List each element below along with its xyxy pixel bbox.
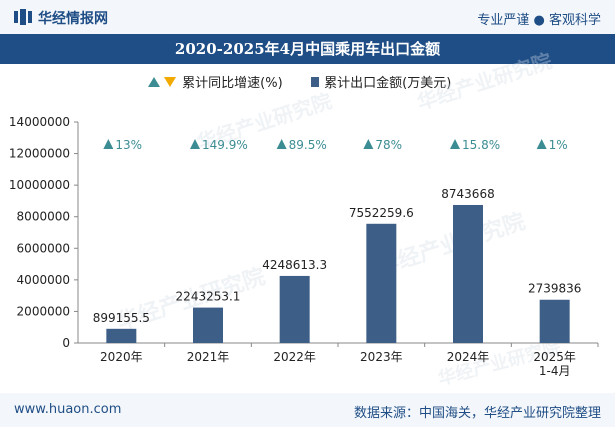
bar-value-label-1: 2243253.1 [176,290,241,304]
x-tick-label-3: 2023年 [360,350,403,364]
x-tick-label-1: 2021年 [187,350,230,364]
chart-title: 2020-2025年4月中国乘用车出口金额 [174,40,441,58]
legend-amount-label: 累计出口金额(万美元) [324,76,452,91]
legend-growth: 累计同比增速(%) [148,72,283,91]
top-bar: 华经情报网 专业严谨 ● 客观科学 [0,0,615,34]
y-tick-label: 14000000 [9,115,70,129]
y-tick-label: 10000000 [9,178,70,192]
y-tick-label: 4000000 [17,273,70,287]
growth-marker-1 [190,139,200,149]
growth-label-3: 78% [375,138,402,152]
growth-marker-3 [363,139,374,149]
bar-2 [279,275,310,343]
legend-amount: 累计出口金额(万美元) [310,72,451,91]
title-bar: 2020-2025年4月中国乘用车出口金额 [0,34,615,64]
growth-marker-5 [536,139,547,149]
legend: 累计同比增速(%) 累计出口金额(万美元) [0,72,615,92]
legend-bar-icon [311,77,319,87]
y-tick-label: 2000000 [17,304,70,318]
bar-chart: 华经产业研究院华经产业研究院华经产业研究院华经产业研究院华经产业研究院02000… [9,49,599,390]
bar-value-label-4: 8743668 [441,187,494,201]
bar-value-label-0: 899155.5 [93,311,150,325]
legend-triangle-icon [148,77,176,87]
footer: www.huaon.com 数据来源：中国海关，华经产业研究院整理 [0,393,615,427]
bar-1 [193,307,223,343]
tagline: 专业严谨 ● 客观科学 [477,13,601,28]
footer-source: 数据来源：中国海关，华经产业研究院整理 [353,406,601,421]
x-tick-label-0: 2020年 [100,350,143,364]
brand-name: 华经情报网 [38,11,108,27]
bar-0 [106,328,137,343]
bar-value-label-2: 4248613.3 [262,258,327,272]
growth-label-2: 89.5% [289,138,327,152]
bar-4 [453,204,483,343]
growth-label-0: 13% [115,138,142,152]
x-tick-label-5: 1-4月 [539,364,571,378]
bar-value-label-3: 7552259.6 [349,206,414,220]
growth-marker-4 [450,139,460,149]
x-tick-label-2: 2022年 [273,350,316,364]
y-tick-label: 0 [62,336,70,350]
logo-icon [14,9,32,25]
legend-growth-label: 累计同比增速(%) [182,76,283,91]
bar-3 [366,223,397,343]
growth-label-4: 15.8% [462,138,500,152]
watermark-2: 华经产业研究院 [414,49,555,115]
growth-marker-0 [103,139,114,149]
bar-value-label-5: 2739836 [528,282,581,296]
footer-url[interactable]: www.huaon.com [14,402,122,417]
bar-5 [539,299,570,343]
y-tick-label: 6000000 [17,241,70,255]
x-tick-label-4: 2024年 [447,350,490,364]
growth-marker-2 [276,139,287,149]
y-tick-label: 8000000 [17,210,70,224]
growth-label-1: 149.9% [202,138,248,152]
x-tick-label-5: 2025年 [533,350,576,364]
y-tick-label: 12000000 [9,147,70,161]
growth-label-5: 1% [549,138,568,152]
